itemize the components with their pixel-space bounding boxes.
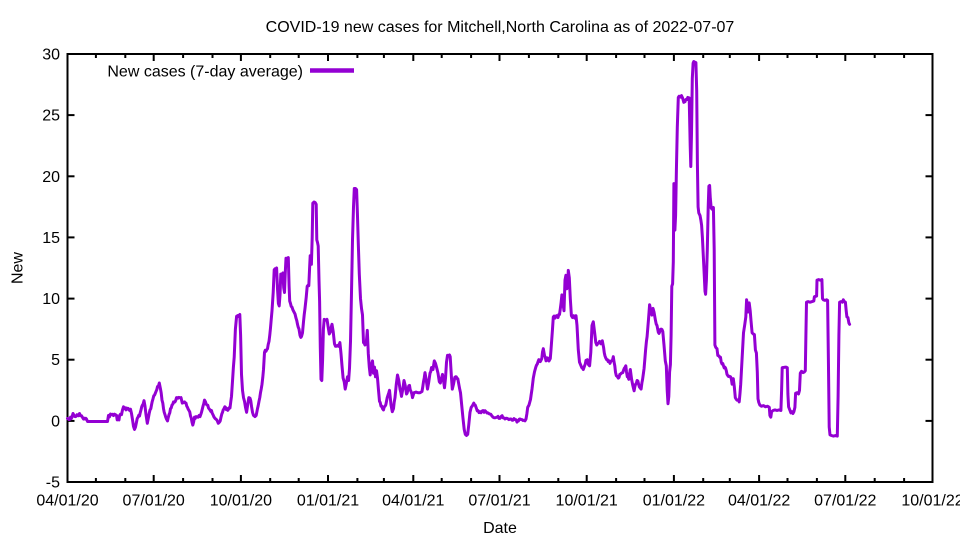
svg-text:04/01/21: 04/01/21 [382, 493, 444, 510]
svg-text:15: 15 [42, 230, 60, 247]
svg-text:25: 25 [42, 108, 60, 125]
svg-text:20: 20 [42, 169, 60, 186]
svg-text:04/01/22: 04/01/22 [728, 493, 790, 510]
svg-text:07/01/20: 07/01/20 [123, 493, 185, 510]
svg-text:30: 30 [42, 47, 60, 64]
svg-text:01/01/21: 01/01/21 [297, 493, 359, 510]
svg-text:5: 5 [51, 352, 60, 369]
svg-text:-5: -5 [46, 475, 60, 492]
svg-text:04/01/20: 04/01/20 [36, 493, 98, 510]
svg-text:Date: Date [483, 520, 517, 537]
svg-text:New cases (7-day average): New cases (7-day average) [107, 64, 303, 81]
svg-text:10/01/22: 10/01/22 [901, 493, 960, 510]
svg-text:07/01/22: 07/01/22 [814, 493, 876, 510]
svg-text:10/01/21: 10/01/21 [556, 493, 618, 510]
svg-text:0: 0 [51, 413, 60, 430]
svg-text:10/01/20: 10/01/20 [210, 493, 272, 510]
svg-text:COVID-19 new cases for Mitchel: COVID-19 new cases for Mitchell,North Ca… [266, 19, 735, 36]
svg-text:07/01/21: 07/01/21 [468, 493, 530, 510]
svg-text:10: 10 [42, 291, 60, 308]
svg-text:01/01/22: 01/01/22 [643, 493, 705, 510]
svg-text:New: New [9, 252, 26, 284]
